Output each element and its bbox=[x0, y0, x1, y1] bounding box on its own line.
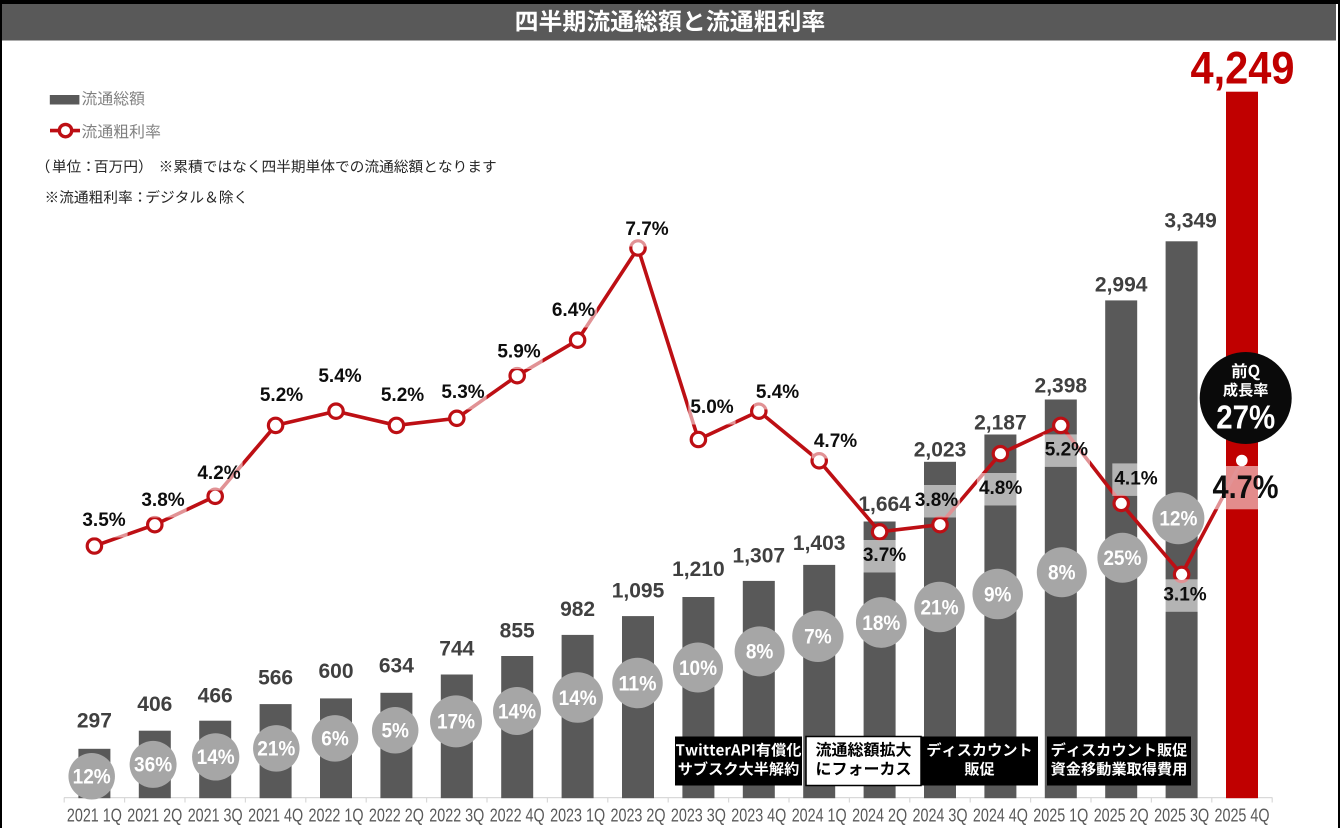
svg-text:3.5%: 3.5% bbox=[82, 510, 125, 531]
svg-text:1,403: 1,403 bbox=[793, 532, 846, 555]
svg-text:1,307: 1,307 bbox=[733, 545, 786, 568]
svg-text:17%: 17% bbox=[437, 710, 475, 734]
svg-text:9%: 9% bbox=[984, 582, 1012, 606]
svg-text:1,664: 1,664 bbox=[858, 493, 911, 516]
svg-text:5.9%: 5.9% bbox=[497, 342, 540, 363]
svg-text:25%: 25% bbox=[1103, 546, 1141, 570]
svg-text:8%: 8% bbox=[746, 640, 774, 664]
svg-text:3,349: 3,349 bbox=[1164, 210, 1217, 233]
svg-text:5.0%: 5.0% bbox=[690, 397, 733, 418]
svg-text:982: 982 bbox=[560, 598, 595, 621]
svg-text:7%: 7% bbox=[804, 625, 832, 649]
svg-text:2024 2Q: 2024 2Q bbox=[852, 806, 907, 826]
svg-text:2,187: 2,187 bbox=[974, 412, 1027, 435]
svg-text:2022 1Q: 2022 1Q bbox=[309, 806, 364, 826]
svg-text:2025 3Q: 2025 3Q bbox=[1154, 806, 1209, 826]
svg-text:5.3%: 5.3% bbox=[441, 382, 484, 403]
svg-text:2025 1Q: 2025 1Q bbox=[1033, 806, 1088, 826]
svg-text:2022 2Q: 2022 2Q bbox=[369, 806, 424, 826]
svg-text:2022 4Q: 2022 4Q bbox=[490, 806, 545, 826]
svg-text:2021 1Q: 2021 1Q bbox=[67, 806, 122, 826]
svg-text:14%: 14% bbox=[197, 745, 235, 769]
svg-text:14%: 14% bbox=[498, 699, 536, 723]
svg-text:2,023: 2,023 bbox=[914, 439, 967, 462]
svg-text:4.2%: 4.2% bbox=[197, 463, 240, 484]
svg-text:36%: 36% bbox=[134, 753, 172, 777]
svg-text:8%: 8% bbox=[1048, 561, 1076, 585]
svg-text:6.4%: 6.4% bbox=[552, 300, 595, 321]
svg-text:18%: 18% bbox=[862, 611, 900, 635]
svg-text:600: 600 bbox=[318, 660, 353, 683]
svg-text:634: 634 bbox=[379, 655, 414, 678]
svg-text:2023 3Q: 2023 3Q bbox=[671, 806, 726, 826]
svg-text:2021 2Q: 2021 2Q bbox=[127, 806, 182, 826]
svg-text:744: 744 bbox=[439, 638, 474, 661]
svg-text:12%: 12% bbox=[1159, 507, 1197, 531]
svg-text:14%: 14% bbox=[559, 686, 597, 710]
svg-text:5.2%: 5.2% bbox=[381, 385, 424, 406]
svg-text:4.7%: 4.7% bbox=[814, 431, 857, 452]
svg-text:566: 566 bbox=[258, 667, 293, 690]
svg-text:2023 1Q: 2023 1Q bbox=[550, 806, 605, 826]
svg-text:5.4%: 5.4% bbox=[756, 382, 799, 403]
svg-text:11%: 11% bbox=[618, 671, 656, 695]
svg-text:2024 4Q: 2024 4Q bbox=[973, 806, 1028, 826]
svg-text:1,095: 1,095 bbox=[612, 580, 665, 603]
svg-text:5%: 5% bbox=[381, 719, 409, 743]
svg-text:2025 4Q: 2025 4Q bbox=[1215, 806, 1270, 826]
svg-text:5.4%: 5.4% bbox=[318, 366, 361, 387]
svg-text:406: 406 bbox=[137, 693, 172, 716]
svg-text:2021 4Q: 2021 4Q bbox=[248, 806, 303, 826]
svg-text:4,249: 4,249 bbox=[1191, 43, 1295, 94]
svg-text:2021 3Q: 2021 3Q bbox=[188, 806, 243, 826]
svg-text:2024 3Q: 2024 3Q bbox=[913, 806, 968, 826]
svg-text:297: 297 bbox=[77, 710, 112, 733]
svg-text:2023 4Q: 2023 4Q bbox=[731, 806, 786, 826]
svg-text:3.1%: 3.1% bbox=[1163, 584, 1206, 605]
svg-text:10%: 10% bbox=[679, 656, 717, 680]
svg-text:12%: 12% bbox=[73, 765, 111, 789]
svg-text:7.7%: 7.7% bbox=[625, 219, 668, 240]
svg-text:27%: 27% bbox=[1216, 399, 1275, 436]
svg-text:4.8%: 4.8% bbox=[979, 478, 1022, 499]
svg-text:5.2%: 5.2% bbox=[260, 385, 303, 406]
svg-text:2,398: 2,398 bbox=[1035, 375, 1088, 398]
svg-text:4.1%: 4.1% bbox=[1114, 468, 1157, 489]
svg-text:21%: 21% bbox=[920, 595, 958, 619]
svg-text:2,994: 2,994 bbox=[1095, 273, 1148, 296]
svg-text:2023 2Q: 2023 2Q bbox=[611, 806, 666, 826]
svg-text:3.8%: 3.8% bbox=[141, 490, 184, 511]
svg-text:21%: 21% bbox=[257, 737, 295, 761]
svg-text:2025 2Q: 2025 2Q bbox=[1094, 806, 1149, 826]
svg-text:466: 466 bbox=[198, 684, 233, 707]
svg-text:4.7%: 4.7% bbox=[1213, 469, 1279, 505]
svg-text:855: 855 bbox=[500, 619, 535, 642]
svg-text:1,210: 1,210 bbox=[672, 558, 725, 581]
svg-text:5.2%: 5.2% bbox=[1045, 439, 1088, 460]
svg-text:2024 1Q: 2024 1Q bbox=[792, 806, 847, 826]
svg-text:6%: 6% bbox=[321, 727, 349, 751]
svg-text:3.7%: 3.7% bbox=[863, 545, 906, 566]
svg-text:3.8%: 3.8% bbox=[915, 490, 958, 511]
svg-text:2022 3Q: 2022 3Q bbox=[429, 806, 484, 826]
